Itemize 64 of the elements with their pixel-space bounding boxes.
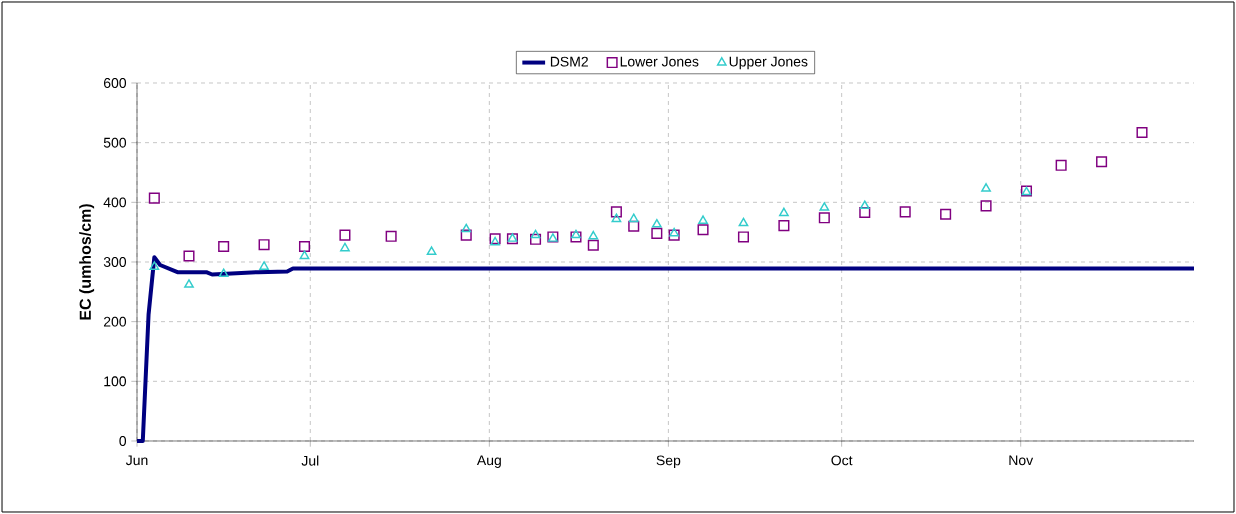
point xyxy=(299,250,310,260)
point xyxy=(149,261,160,270)
point xyxy=(1096,156,1108,168)
point xyxy=(698,215,708,224)
point xyxy=(980,200,992,212)
point xyxy=(778,220,790,232)
y-tick-label: 100 xyxy=(104,376,127,387)
point xyxy=(611,213,622,223)
point xyxy=(460,229,472,241)
point xyxy=(588,230,599,240)
y-axis-title: EC (umhos/cm) xyxy=(79,204,95,320)
x-tick-label: Nov xyxy=(1009,455,1034,466)
point xyxy=(148,192,160,204)
point xyxy=(779,207,789,217)
point xyxy=(981,183,991,192)
y-tick-label: 0 xyxy=(119,436,127,446)
point xyxy=(587,239,599,251)
point xyxy=(899,206,911,218)
point xyxy=(610,206,622,218)
point xyxy=(628,220,640,232)
y-tick-label: 300 xyxy=(103,257,127,267)
y-tick-label: 200 xyxy=(103,316,127,327)
point xyxy=(737,231,750,243)
x-tick-label: Oct xyxy=(831,455,853,466)
point xyxy=(339,229,351,241)
point xyxy=(1136,126,1148,139)
x-tick-label: Jul xyxy=(301,455,319,466)
x-tick-label: Jun xyxy=(125,455,148,466)
legend-label: Lower Jones xyxy=(620,56,699,67)
point xyxy=(651,218,662,228)
point xyxy=(184,279,194,288)
point xyxy=(183,250,195,262)
point xyxy=(385,230,397,242)
point xyxy=(1055,159,1067,171)
point xyxy=(340,242,350,252)
point xyxy=(668,229,680,241)
point xyxy=(859,200,870,210)
point xyxy=(697,224,709,236)
point xyxy=(818,212,830,224)
y-tick-label: 500 xyxy=(103,137,127,148)
y-tick-label: 400 xyxy=(103,197,127,208)
point xyxy=(259,261,269,270)
point xyxy=(461,223,472,233)
y-tick-label: 600 xyxy=(103,78,127,88)
point xyxy=(651,227,663,239)
point xyxy=(669,227,680,237)
point xyxy=(628,213,639,223)
point xyxy=(426,246,437,255)
point xyxy=(859,206,871,219)
point xyxy=(218,240,230,253)
point xyxy=(819,202,830,211)
point xyxy=(940,208,952,220)
point xyxy=(571,229,581,239)
point xyxy=(298,240,311,253)
point xyxy=(258,239,270,251)
point xyxy=(218,268,229,278)
point xyxy=(570,231,582,243)
point xyxy=(530,233,542,245)
point xyxy=(738,217,749,227)
legend-label: Upper Jones xyxy=(729,56,808,70)
x-tick-label: Aug xyxy=(476,455,501,468)
x-tick-label: Sep xyxy=(656,455,681,469)
point xyxy=(530,229,541,239)
legend-label: DSM2 xyxy=(550,56,588,67)
